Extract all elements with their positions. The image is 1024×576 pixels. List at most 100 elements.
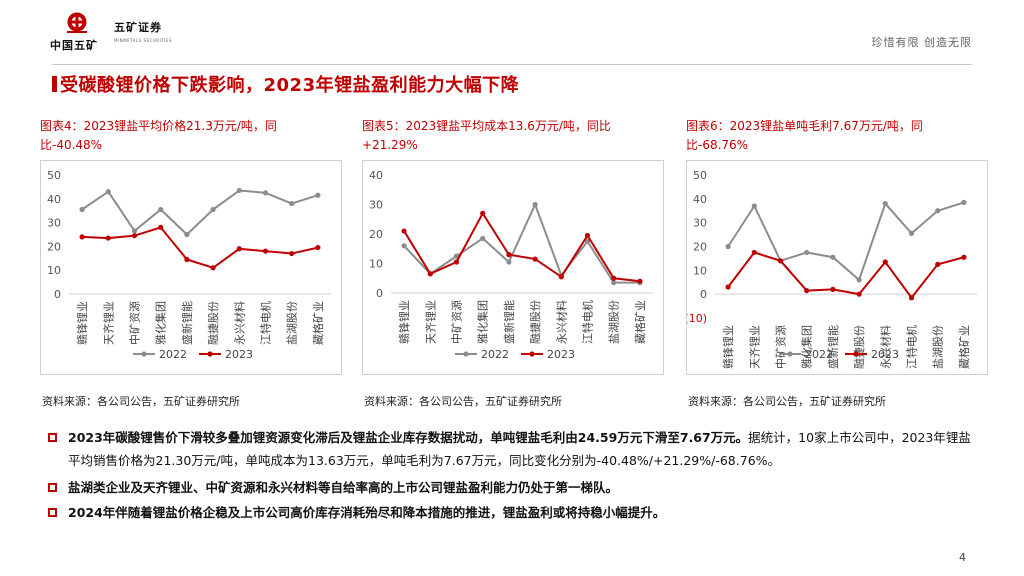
data-point-2022 bbox=[453, 253, 460, 259]
data-point-2023 bbox=[856, 291, 862, 297]
x-tick-label: 永兴材料 bbox=[554, 300, 568, 344]
y-tick-label: 0 bbox=[376, 287, 383, 300]
y-tick-label: 10 bbox=[693, 264, 707, 277]
data-point-2022 bbox=[506, 259, 512, 265]
x-tick-label: 天齐锂业 bbox=[423, 300, 437, 344]
y-tick-label: 30 bbox=[369, 199, 383, 212]
series-line-2023 bbox=[82, 226, 319, 269]
data-point-2023 bbox=[506, 252, 512, 258]
data-point-2022 bbox=[289, 200, 295, 207]
y-tick-label: 30 bbox=[47, 217, 61, 230]
y-tick-label: 30 bbox=[693, 217, 707, 230]
data-point-2023 bbox=[131, 233, 138, 239]
series-line-2023 bbox=[403, 211, 641, 283]
bullet-strong-text: 盐湖类企业及天齐锂业、中矿资源和永兴材料等自给率高的上市公司锂盐盈利能力仍处于第… bbox=[68, 480, 619, 495]
x-tick-label: 赣锋锂业 bbox=[721, 325, 735, 369]
header-divider bbox=[52, 64, 972, 65]
data-point-2023 bbox=[79, 234, 85, 240]
data-point-2023 bbox=[262, 248, 269, 254]
y-tick-label: 40 bbox=[369, 169, 383, 182]
chart-cost: 40 30 20 10 0 赣锋锂业 天齐锂业 中矿资源 雅化集团 盛新锂能 融捷股份 永兴材料 江特电… bbox=[369, 169, 653, 361]
data-point-2022 bbox=[184, 231, 190, 238]
y-tick-label: 10 bbox=[369, 258, 383, 271]
data-point-2023 bbox=[777, 258, 784, 264]
data-point-2022 bbox=[131, 228, 138, 234]
data-point-2022 bbox=[751, 203, 757, 209]
x-tick-label: 雅化集团 bbox=[800, 325, 814, 369]
bullet-item: 2023年碳酸锂售价下滑较多叠加锂资源变化滞后及锂盐企业库存数据扰动，单吨锂盐毛… bbox=[48, 426, 978, 472]
data-point-2023 bbox=[751, 249, 757, 256]
bullet-normal-text: 据统计，10家上市公司中，2023年锂盐平均销售价格为21.30万元/吨，单吨成… bbox=[68, 430, 971, 468]
data-point-2022 bbox=[804, 249, 810, 256]
x-tick-label: 赣锋锂业 bbox=[75, 301, 89, 345]
chart-caption: 图表6：2023锂盐单吨毛利7.67万元/吨，同比-68.76% bbox=[686, 119, 923, 152]
chart-source: 资料来源：各公司公告，五矿证券研究所 bbox=[364, 395, 562, 408]
legend-label: 2023 bbox=[547, 348, 575, 361]
bullet-strong-text: 2023年碳酸锂售价下滑较多叠加锂资源变化滞后及锂盐企业库存数据扰动，单吨锂盐毛… bbox=[68, 430, 749, 445]
y-tick-label: 40 bbox=[47, 193, 61, 206]
y-tick-label: 0 bbox=[54, 288, 61, 301]
data-point-2022 bbox=[158, 206, 164, 213]
data-point-2022 bbox=[856, 277, 862, 283]
y-tick-label: 50 bbox=[47, 169, 61, 182]
data-point-2023 bbox=[908, 295, 915, 301]
x-tick-label: 融捷股份 bbox=[528, 300, 542, 344]
legend-swatch-marker bbox=[463, 351, 469, 357]
x-tick-label: 中矿资源 bbox=[450, 300, 464, 344]
data-point-2023 bbox=[210, 265, 216, 271]
data-point-2023 bbox=[804, 287, 810, 294]
y-tick-label: 0 bbox=[700, 288, 707, 301]
data-point-2022 bbox=[611, 280, 617, 286]
data-point-2022 bbox=[882, 201, 888, 207]
y-tick-label: (10) bbox=[687, 312, 707, 325]
x-tick-label: 永兴材料 bbox=[232, 301, 246, 345]
data-point-2023 bbox=[532, 256, 538, 262]
y-tick-label: 10 bbox=[47, 264, 61, 277]
data-point-2022 bbox=[210, 206, 216, 213]
y-tick-label: 40 bbox=[693, 193, 707, 206]
data-point-2022 bbox=[532, 201, 538, 208]
x-tick-label: 天齐锂业 bbox=[101, 301, 115, 345]
series-line-2022 bbox=[81, 189, 319, 236]
chart-frame: 40 30 20 10 0 赣锋锂业 天齐锂业 中矿资源 雅化集团 盛新锂能 融捷股份 永兴材料 江特电… bbox=[362, 160, 664, 375]
x-tick-label: 融捷股份 bbox=[852, 325, 866, 369]
y-tick-label: 20 bbox=[369, 228, 383, 241]
page-header: 中国五矿 五矿证券 MINMETALS SECURITIES 珍惜有限 创造无限 bbox=[0, 0, 1024, 65]
x-tick-label: 盛新锂能 bbox=[180, 301, 194, 345]
x-tick-label: 中矿资源 bbox=[774, 325, 788, 369]
data-point-2023 bbox=[725, 284, 731, 290]
x-tick-label: 江特电机 bbox=[259, 301, 273, 345]
data-point-2022 bbox=[908, 230, 915, 236]
bullet-square-icon bbox=[48, 508, 57, 517]
brand-name: 五矿证券 bbox=[114, 21, 162, 34]
brand-english: MINMETALS SECURITIES bbox=[114, 38, 172, 43]
y-tick-label: 20 bbox=[693, 241, 707, 254]
chart-source: 资料来源：各公司公告，五矿证券研究所 bbox=[42, 395, 240, 408]
chart-frame: 50 40 30 20 10 0 赣锋锂业 天齐锂业 中矿资源 雅化集团 盛新锂能 融捷股份 永兴材料江… bbox=[40, 160, 342, 375]
chart-margin: 50 40 30 20 10 0 (10) 赣锋锂业天齐锂业中矿资源雅化集团盛新锂能融捷股份永… bbox=[687, 169, 977, 369]
x-tick-label: 藏格矿业 bbox=[633, 300, 647, 344]
chart-source: 资料来源：各公司公告，五矿证券研究所 bbox=[688, 395, 886, 408]
data-point-2023 bbox=[184, 256, 190, 263]
data-point-2022 bbox=[480, 235, 486, 242]
series-line-2023 bbox=[727, 251, 965, 300]
bullet-item: 2024年伴随着锂盐价格企稳及上市公司高价库存消耗殆尽和降本措施的推进，锂盐盈利… bbox=[48, 501, 978, 524]
data-point-2022 bbox=[105, 189, 111, 195]
chart-price: 50 40 30 20 10 0 赣锋锂业 天齐锂业 中矿资源 雅化集团 盛新锂能 融捷股份 永兴材料江… bbox=[47, 169, 331, 361]
x-tick-label: 永兴材料 bbox=[878, 325, 892, 369]
legend-swatch-marker bbox=[207, 351, 213, 357]
x-tick-label: 雅化集团 bbox=[154, 301, 168, 345]
data-point-2023 bbox=[289, 250, 295, 257]
x-tick-label: 盐湖股份 bbox=[608, 300, 621, 344]
series-line-2022 bbox=[403, 201, 640, 284]
data-point-2023 bbox=[961, 254, 967, 260]
legend-label: 2023 bbox=[871, 348, 899, 361]
data-point-2023 bbox=[830, 286, 836, 292]
legend-label: 2022 bbox=[159, 348, 187, 361]
legend-swatch-marker bbox=[141, 351, 147, 357]
data-point-2022 bbox=[315, 192, 321, 198]
y-tick-label: 20 bbox=[47, 240, 61, 253]
slogan: 珍惜有限 创造无限 bbox=[871, 36, 972, 49]
x-tick-label: 融捷股份 bbox=[206, 301, 220, 345]
x-tick-label: 盐湖股份 bbox=[932, 325, 945, 369]
